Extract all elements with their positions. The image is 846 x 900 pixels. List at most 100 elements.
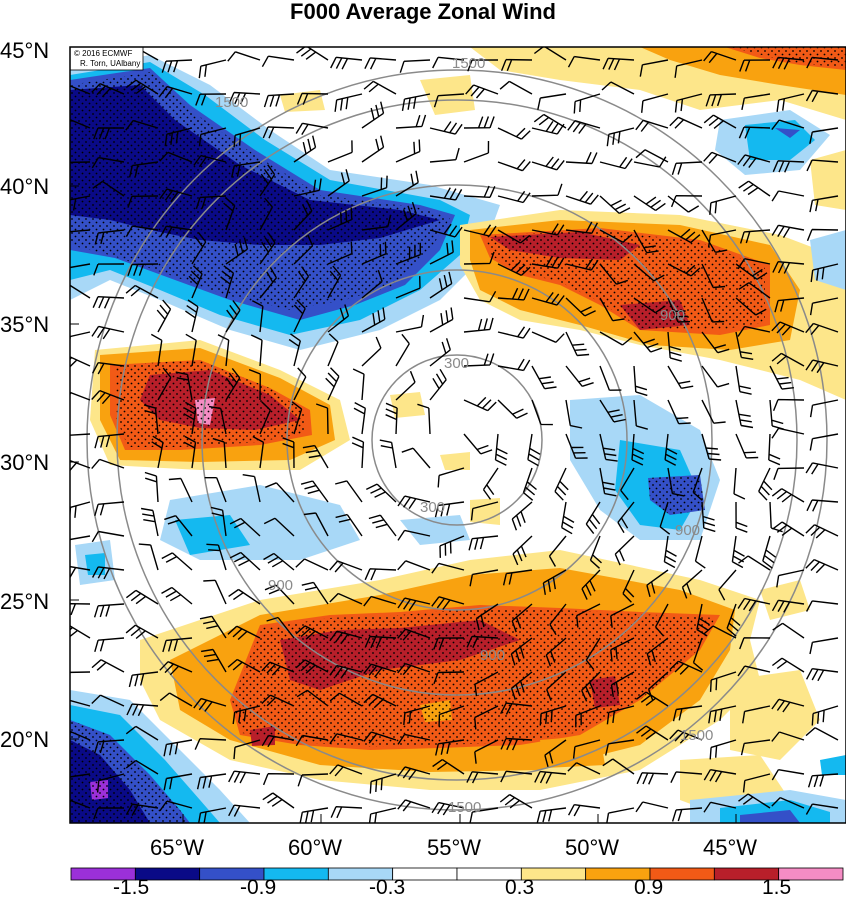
wind-barb — [739, 59, 771, 72]
wind-barb — [549, 603, 567, 636]
wind-barb — [227, 51, 261, 62]
wind-barb — [293, 135, 317, 163]
wind-barb — [533, 113, 567, 129]
wind-barb — [159, 188, 193, 203]
wind-barb — [198, 59, 227, 79]
wind-barb — [726, 603, 741, 637]
wind-barb — [330, 806, 363, 819]
wind-barb — [195, 195, 227, 210]
wind-barb — [327, 241, 353, 265]
wind-barb — [70, 773, 91, 778]
wind-barb — [127, 195, 159, 208]
wind-barb — [709, 671, 737, 692]
wind-barb — [431, 596, 465, 610]
wind-barb — [773, 467, 805, 480]
anomaly-field — [70, 47, 846, 823]
stipple-region — [70, 720, 190, 823]
wind-barb — [469, 569, 499, 587]
stipple-region — [730, 47, 846, 68]
wind-barb — [696, 603, 710, 637]
wind-barb — [703, 625, 737, 639]
wind-barb — [352, 368, 365, 401]
wind-barb — [161, 586, 193, 605]
wind-barb — [681, 569, 703, 599]
wind-barb — [703, 50, 737, 64]
wind-barb — [599, 263, 629, 285]
wind-barb — [667, 195, 700, 213]
wind-barb — [252, 435, 265, 469]
ring-label: 900 — [268, 577, 293, 594]
wind-barb — [91, 694, 125, 707]
neg-anomaly-region — [400, 515, 470, 545]
wind-barb — [432, 56, 465, 69]
wind-barb — [633, 399, 648, 430]
wind-barb — [581, 569, 601, 600]
range-ring-900 — [201, 184, 713, 696]
wind-barb — [159, 800, 193, 812]
wind-barb — [70, 535, 91, 544]
wind-barb — [70, 331, 91, 344]
wind-barb — [259, 401, 271, 435]
wind-barb — [70, 229, 91, 234]
wind-barb — [70, 459, 91, 472]
lat-label: 35°N — [0, 312, 49, 337]
stipple-region — [485, 230, 765, 330]
wind-barb — [429, 338, 451, 367]
wind-barb — [93, 603, 125, 618]
wind-barb — [299, 807, 329, 823]
wind-barb — [438, 705, 465, 727]
wind-barb — [91, 362, 125, 375]
wind-barb — [191, 231, 207, 265]
wind-barb — [91, 325, 125, 340]
wind-barb — [499, 80, 533, 95]
wind-barb — [497, 127, 531, 140]
wind-barb — [125, 225, 159, 237]
wind-barb — [701, 365, 730, 388]
wind-barb — [565, 365, 594, 387]
wind-barb — [531, 291, 565, 306]
wind-barb — [772, 398, 805, 411]
wind-barb — [91, 156, 125, 169]
wind-barb — [140, 507, 159, 537]
wind-barb — [361, 214, 392, 231]
wind-barb — [395, 170, 419, 197]
wind-barb — [510, 637, 533, 666]
wind-barb — [395, 139, 421, 163]
wind-barb — [534, 770, 567, 784]
wind-barb — [497, 190, 531, 204]
wind-barb — [805, 727, 839, 741]
wind-barb — [772, 160, 805, 173]
wind-barb — [361, 241, 387, 265]
wind-barb — [168, 477, 193, 503]
wind-barb — [769, 365, 794, 390]
wind-barb — [805, 600, 839, 612]
wind-barb — [297, 773, 329, 787]
wind-barb — [91, 659, 125, 673]
wind-barb — [692, 467, 703, 501]
wind-barb — [365, 483, 397, 503]
wind-barb — [701, 501, 716, 533]
wind-barb — [572, 739, 601, 759]
wind-barb — [261, 55, 295, 68]
wind-barb — [229, 551, 261, 571]
wind-barb — [196, 773, 227, 790]
wind-barb — [610, 637, 635, 662]
wind-barb — [465, 84, 499, 99]
wind-barb — [329, 592, 363, 605]
wind-barb — [771, 427, 805, 439]
wind-barb — [434, 501, 465, 518]
wind-barb — [633, 229, 659, 254]
wind-barb — [385, 402, 398, 435]
wind-barb — [329, 560, 363, 573]
wind-barb — [288, 333, 301, 367]
wind-barb — [635, 119, 669, 132]
wind-barb — [175, 371, 193, 401]
wind-barb — [195, 93, 227, 106]
wind-barb — [143, 404, 159, 435]
wind-barb — [125, 803, 159, 816]
wind-barb — [364, 635, 397, 649]
wind-barb — [497, 287, 530, 301]
wind-barb — [185, 333, 197, 367]
wind-barb — [771, 769, 805, 781]
